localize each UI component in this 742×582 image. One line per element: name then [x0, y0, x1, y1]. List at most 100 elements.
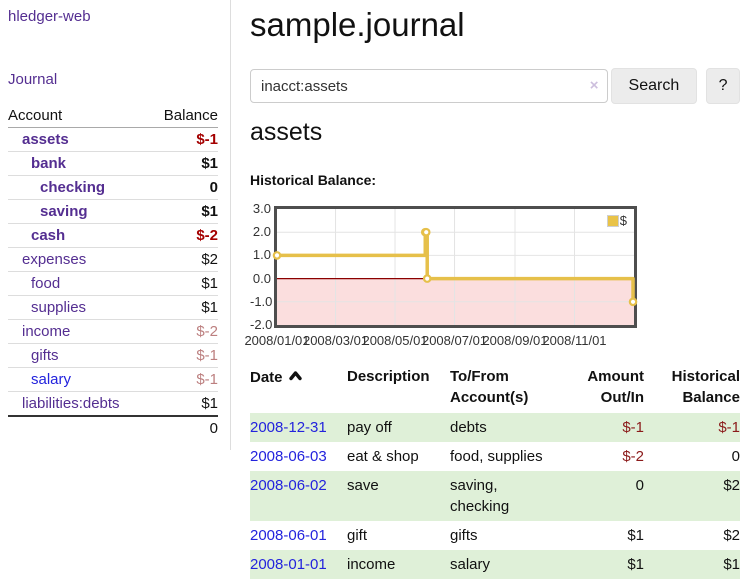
- chart-series: [272, 209, 638, 325]
- account-balance: $-1: [149, 343, 218, 368]
- register-row: 2008-01-01 income salary $1 $1: [250, 550, 740, 579]
- register-header-amount: Amount Out/In: [587, 368, 644, 406]
- transaction-balance: $-1: [718, 419, 740, 436]
- transaction-amount: $1: [627, 527, 644, 544]
- transaction-date-link[interactable]: 2008-01-01: [250, 556, 327, 573]
- app-title-link[interactable]: hledger-web: [8, 8, 91, 25]
- account-link[interactable]: gifts: [31, 347, 59, 364]
- transaction-date-link[interactable]: 2008-06-01: [250, 527, 327, 544]
- transaction-balance: $2: [723, 527, 740, 544]
- transaction-description: eat & shop: [347, 448, 419, 465]
- account-link[interactable]: salary: [31, 371, 72, 388]
- transaction-accounts: saving, checking: [450, 477, 510, 515]
- transaction-amount: $-1: [622, 419, 644, 436]
- transaction-date-link[interactable]: 2008-12-31: [250, 419, 327, 436]
- account-link[interactable]: income: [22, 323, 71, 340]
- x-axis-tick-label: 2008/09/01: [482, 333, 548, 348]
- accounts-total-value: 0: [149, 415, 218, 440]
- account-balance: $-2: [149, 319, 218, 344]
- accounts-header-account: Account: [8, 103, 150, 128]
- y-axis-tick-label: 0.0: [252, 270, 271, 286]
- account-balance: $1: [149, 271, 218, 296]
- account-balance: $1: [149, 151, 218, 176]
- account-balance: $-1: [196, 131, 218, 148]
- y-axis-tick-label: 2.0: [252, 224, 271, 240]
- account-link[interactable]: bank: [31, 155, 67, 172]
- legend-swatch-icon: [606, 214, 619, 227]
- register-row: 2008-06-02 save saving, checking 0 $2: [250, 471, 740, 521]
- account-balance: $1: [149, 199, 218, 224]
- sort-ascending-icon: [288, 366, 302, 387]
- account-row: gifts $-1: [8, 343, 218, 368]
- transaction-balance: $1: [723, 556, 740, 573]
- account-balance: $1: [149, 391, 218, 416]
- page-title: sample.journal: [250, 6, 465, 43]
- accounts-total-row: 0: [8, 415, 218, 440]
- x-axis-tick-label: 2008/07/01: [421, 333, 488, 348]
- transaction-balance: $2: [723, 477, 740, 494]
- help-button[interactable]: ?: [706, 68, 740, 104]
- account-link[interactable]: cash: [31, 227, 66, 244]
- register-header-row: Date Description To/From Account(s) Amou…: [250, 363, 740, 413]
- account-row: supplies $1: [8, 295, 218, 320]
- account-row: food $1: [8, 271, 218, 296]
- account-row: income $-2: [8, 319, 218, 344]
- search-input[interactable]: [250, 69, 608, 103]
- transaction-amount: $1: [627, 556, 644, 573]
- transaction-description: income: [347, 556, 396, 573]
- chart-plot-area: $: [272, 206, 638, 328]
- clear-search-icon[interactable]: ×: [589, 77, 599, 94]
- transaction-date-link[interactable]: 2008-06-02: [250, 477, 327, 494]
- account-balance: $-2: [149, 223, 218, 248]
- account-row: cash $-2: [8, 223, 218, 248]
- account-balance: $2: [149, 247, 218, 272]
- account-row: liabilities:debts $1: [8, 391, 218, 416]
- chart-legend: $: [606, 213, 627, 228]
- balance-chart: 3.0 2.0 1.0 0.0 -1.0 -2.0 $ 2008/01/01 2008/03…: [244, 201, 740, 356]
- account-link[interactable]: assets: [22, 131, 69, 148]
- x-axis-tick-label: 2008/05/01: [362, 333, 428, 348]
- accounts-total-spacer: [8, 415, 150, 440]
- register-row: 2008-12-31 pay off debts $-1 $-1: [250, 413, 740, 442]
- x-axis-tick-label: 2008/03/01: [302, 333, 369, 348]
- y-axis-tick-label: -1.0: [250, 293, 273, 309]
- account-link[interactable]: saving: [40, 203, 88, 220]
- x-axis-tick-label: 2008/01/01: [244, 333, 310, 348]
- register-row: 2008-06-01 gift gifts $1 $2: [250, 521, 740, 550]
- register-header-date[interactable]: Date: [250, 363, 347, 413]
- transaction-date-link[interactable]: 2008-06-03: [250, 448, 327, 465]
- register-header-description: Description: [347, 368, 430, 385]
- transaction-accounts: salary: [450, 556, 491, 573]
- account-link[interactable]: food: [31, 275, 61, 292]
- transaction-amount: $-2: [622, 448, 644, 465]
- account-balance: $-1: [149, 367, 218, 392]
- account-heading: assets: [250, 118, 323, 146]
- account-link[interactable]: expenses: [22, 251, 87, 268]
- account-link[interactable]: liabilities:debts: [22, 395, 120, 412]
- transaction-description: save: [347, 477, 379, 494]
- account-row: expenses $2: [8, 247, 218, 272]
- main-content: sample.journal × Search ? assets Histori…: [244, 0, 740, 582]
- y-axis-tick-label: -2.0: [250, 317, 273, 332]
- sidebar: hledger-web Journal Account Balance asse…: [0, 0, 231, 450]
- chart-title: Historical Balance:: [250, 172, 377, 188]
- x-axis-tick-label: 2008/11/01: [542, 333, 607, 348]
- search-button[interactable]: Search: [610, 68, 698, 104]
- account-link[interactable]: checking: [40, 179, 106, 196]
- account-balance: $1: [149, 295, 218, 320]
- register-table: Date Description To/From Account(s) Amou…: [250, 363, 740, 579]
- sidebar-item-journal[interactable]: Journal: [8, 71, 58, 88]
- account-row: assets $-1: [8, 128, 218, 152]
- transaction-accounts: gifts: [450, 527, 478, 544]
- account-balance: 0: [149, 175, 218, 200]
- transaction-description: gift: [347, 527, 368, 544]
- search-form: × Search ?: [250, 68, 740, 104]
- transaction-accounts: debts: [450, 419, 487, 436]
- account-link[interactable]: supplies: [31, 299, 87, 316]
- transaction-accounts: food, supplies: [450, 448, 543, 465]
- register-row: 2008-06-03 eat & shop food, supplies $-2 0: [250, 442, 740, 471]
- register-header-balance: Historical Balance: [671, 368, 740, 406]
- accounts-table: Account Balance assets $-1 bank $1 checking 0…: [8, 103, 218, 440]
- y-axis-tick-label: 1.0: [252, 247, 271, 263]
- accounts-header-row: Account Balance: [8, 103, 218, 128]
